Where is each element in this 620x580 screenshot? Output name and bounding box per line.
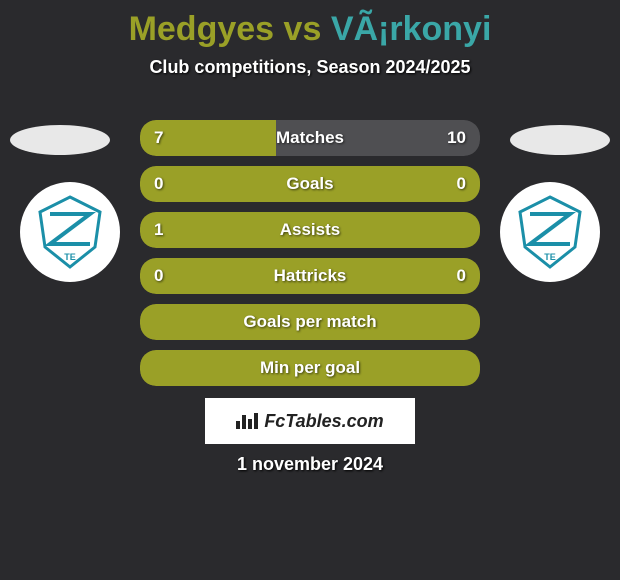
svg-text:TE: TE bbox=[64, 252, 76, 262]
title-player1: Medgyes bbox=[129, 10, 275, 48]
stat-row: 1Assists bbox=[140, 212, 480, 248]
stat-label: Goals bbox=[140, 174, 480, 194]
stat-value-left: 7 bbox=[154, 128, 163, 148]
bars-icon bbox=[236, 413, 258, 429]
stat-value-right: 0 bbox=[457, 174, 466, 194]
player1-club-logo: TE bbox=[20, 182, 120, 282]
stat-label: Matches bbox=[140, 128, 480, 148]
date-line: 1 november 2024 bbox=[0, 454, 620, 475]
svg-text:TE: TE bbox=[544, 252, 556, 262]
stats-comparison-area: 710Matches00Goals1Assists00HattricksGoal… bbox=[140, 120, 480, 396]
club-logo-icon: TE bbox=[30, 192, 110, 272]
stat-label: Min per goal bbox=[140, 358, 480, 378]
title-vs: vs bbox=[284, 10, 322, 48]
player2-avatar-placeholder bbox=[510, 125, 610, 155]
stat-value-right: 10 bbox=[447, 128, 466, 148]
stat-label: Goals per match bbox=[140, 312, 480, 332]
stat-value-left: 0 bbox=[154, 174, 163, 194]
stat-value-left: 0 bbox=[154, 266, 163, 286]
stat-row: 0 0Hattricks bbox=[140, 258, 480, 294]
stat-value-left: 1 bbox=[154, 220, 163, 240]
club-logo-icon: TE bbox=[510, 192, 590, 272]
branding-box: FcTables.com bbox=[205, 398, 415, 444]
title-player2: VÃ¡rkonyi bbox=[331, 10, 492, 48]
page-title: Medgyes vs VÃ¡rkonyi bbox=[0, 0, 620, 49]
player1-avatar-placeholder bbox=[10, 125, 110, 155]
stat-value-right: 0 bbox=[457, 266, 466, 286]
branding-text: FcTables.com bbox=[264, 411, 383, 432]
stat-row: 7 10Matches bbox=[140, 120, 480, 156]
stat-label: Assists bbox=[140, 220, 480, 240]
stat-row: Min per goal bbox=[140, 350, 480, 386]
player2-club-logo: TE bbox=[500, 182, 600, 282]
stat-label: Hattricks bbox=[140, 266, 480, 286]
stat-row: 0 0Goals bbox=[140, 166, 480, 202]
subtitle: Club competitions, Season 2024/2025 bbox=[0, 57, 620, 78]
stat-row: Goals per match bbox=[140, 304, 480, 340]
